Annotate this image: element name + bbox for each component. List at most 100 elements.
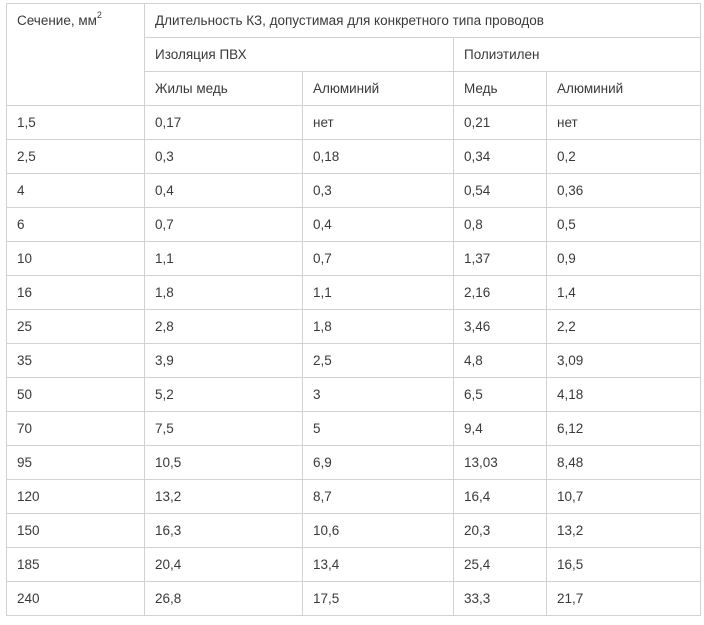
cell-pvc-copper: 1,8 <box>144 275 303 310</box>
cell-section: 25 <box>6 309 145 344</box>
cell-pe-aluminum: 2,2 <box>545 309 702 344</box>
header-duration: Длительность КЗ, допустимая для конкретн… <box>143 3 702 38</box>
cell-pvc-aluminum: 10,6 <box>302 513 454 548</box>
cell-section: 240 <box>6 581 145 616</box>
cell-pvc-aluminum: 0,4 <box>302 207 454 242</box>
table-row: 95 10,5 6,9 13,03 8,48 <box>6 445 702 480</box>
cell-pvc-aluminum: 1,8 <box>302 309 454 344</box>
cell-pe-aluminum: 6,12 <box>545 411 702 446</box>
cell-pe-aluminum: 0,2 <box>545 139 702 174</box>
cell-pe-copper: 2,16 <box>453 275 547 310</box>
cell-pe-aluminum: 1,4 <box>545 275 702 310</box>
cell-pe-aluminum: 10,7 <box>545 479 702 514</box>
short-circuit-duration-table: Сечение, мм2 Длительность КЗ, допустимая… <box>6 3 702 616</box>
cell-pvc-copper: 13,2 <box>144 479 303 514</box>
table-row: 240 26,8 17,5 33,3 21,7 <box>6 581 702 616</box>
table-row: 10 1,1 0,7 1,37 0,9 <box>6 241 702 276</box>
cell-pvc-copper: 5,2 <box>144 377 303 412</box>
table-row: 25 2,8 1,8 3,46 2,2 <box>6 309 702 344</box>
header-section: Сечение, мм2 <box>6 3 145 106</box>
table-row: 70 7,5 5 9,4 6,12 <box>6 411 702 446</box>
table-row: 4 0,4 0,3 0,54 0,36 <box>6 173 702 208</box>
cell-pe-aluminum: нет <box>545 105 702 140</box>
cell-pvc-copper: 16,3 <box>144 513 303 548</box>
header-pe-aluminum: Алюминий <box>545 71 702 106</box>
cell-pvc-copper: 20,4 <box>144 547 303 582</box>
header-section-label: Сечение, мм <box>17 13 97 28</box>
cell-pe-aluminum: 0,5 <box>545 207 702 242</box>
cell-section: 35 <box>6 343 145 378</box>
cell-pe-aluminum: 13,2 <box>545 513 702 548</box>
header-polyethylene: Полиэтилен <box>452 37 702 72</box>
table-row: 150 16,3 10,6 20,3 13,2 <box>6 513 702 548</box>
cell-pe-copper: 1,37 <box>453 241 547 276</box>
table-row: 1,5 0,17 нет 0,21 нет <box>6 105 702 140</box>
table-row: 120 13,2 8,7 16,4 10,7 <box>6 479 702 514</box>
cell-pvc-aluminum: 6,9 <box>302 445 454 480</box>
cell-section: 185 <box>6 547 145 582</box>
table-row: 35 3,9 2,5 4,8 3,09 <box>6 343 702 378</box>
cell-pe-aluminum: 16,5 <box>545 547 702 582</box>
cell-section: 2,5 <box>6 139 145 174</box>
cell-pvc-copper: 7,5 <box>144 411 303 446</box>
cell-pvc-copper: 10,5 <box>144 445 303 480</box>
header-pvc: Изоляция ПВХ <box>144 37 454 72</box>
table-row: 16 1,8 1,1 2,16 1,4 <box>6 275 702 310</box>
cell-pvc-copper: 0,17 <box>144 105 303 140</box>
cell-section: 10 <box>6 241 145 276</box>
cell-pe-aluminum: 8,48 <box>545 445 702 480</box>
cell-pvc-copper: 26,8 <box>144 581 303 616</box>
cell-section: 16 <box>6 275 145 310</box>
cell-section: 70 <box>6 411 145 446</box>
cell-pvc-copper: 1,1 <box>144 241 303 276</box>
cell-pe-copper: 6,5 <box>453 377 547 412</box>
cell-pe-copper: 4,8 <box>453 343 547 378</box>
cell-pvc-copper: 0,7 <box>144 207 303 242</box>
cell-section: 1,5 <box>6 105 145 140</box>
cell-pvc-aluminum: 5 <box>302 411 454 446</box>
cell-pvc-aluminum: 0,7 <box>302 241 454 276</box>
cell-section: 95 <box>6 445 145 480</box>
cell-pvc-aluminum: 3 <box>302 377 454 412</box>
table-row: 2,5 0,3 0,18 0,34 0,2 <box>6 139 702 174</box>
cell-pe-aluminum: 0,9 <box>545 241 702 276</box>
table-body: Сечение, мм2 Длительность КЗ, допустимая… <box>6 3 702 616</box>
cell-pe-copper: 16,4 <box>453 479 547 514</box>
cell-pvc-aluminum: 0,3 <box>302 173 454 208</box>
table-row: 6 0,7 0,4 0,8 0,5 <box>6 207 702 242</box>
cell-pvc-copper: 3,9 <box>144 343 303 378</box>
header-row-3: Жилы медь Алюминий Медь Алюминий <box>7 71 702 106</box>
cell-section: 150 <box>6 513 145 548</box>
cell-pvc-copper: 0,4 <box>144 173 303 208</box>
header-section-superscript: 2 <box>96 10 102 20</box>
header-pvc-copper: Жилы медь <box>144 71 303 106</box>
cell-section: 6 <box>6 207 145 242</box>
cell-pe-aluminum: 21,7 <box>545 581 702 616</box>
cell-pvc-aluminum: нет <box>302 105 454 140</box>
cell-pe-copper: 3,46 <box>453 309 547 344</box>
cell-pe-copper: 13,03 <box>453 445 547 480</box>
table-row: 50 5,2 3 6,5 4,18 <box>6 377 702 412</box>
cell-pe-aluminum: 0,36 <box>545 173 702 208</box>
cell-section: 120 <box>6 479 145 514</box>
cell-pvc-copper: 2,8 <box>144 309 303 344</box>
cell-pvc-aluminum: 13,4 <box>302 547 454 582</box>
cell-pe-aluminum: 3,09 <box>545 343 702 378</box>
cell-pvc-aluminum: 2,5 <box>302 343 454 378</box>
cell-pvc-aluminum: 0,18 <box>302 139 454 174</box>
table-row: 185 20,4 13,4 25,4 16,5 <box>6 547 702 582</box>
cell-pe-copper: 0,8 <box>453 207 547 242</box>
header-pvc-aluminum: Алюминий <box>302 71 454 106</box>
cell-section: 4 <box>6 173 145 208</box>
header-row-2: Изоляция ПВХ Полиэтилен <box>7 37 702 72</box>
cell-pe-aluminum: 4,18 <box>545 377 702 412</box>
cell-pvc-aluminum: 8,7 <box>302 479 454 514</box>
header-row-1: Сечение, мм2 Длительность КЗ, допустимая… <box>6 3 702 106</box>
cell-pe-copper: 9,4 <box>453 411 547 446</box>
cell-pvc-aluminum: 1,1 <box>302 275 454 310</box>
cell-pvc-aluminum: 17,5 <box>302 581 454 616</box>
cell-pe-copper: 20,3 <box>453 513 547 548</box>
cell-pe-copper: 0,34 <box>453 139 547 174</box>
cell-pe-copper: 33,3 <box>453 581 547 616</box>
cell-pvc-copper: 0,3 <box>144 139 303 174</box>
